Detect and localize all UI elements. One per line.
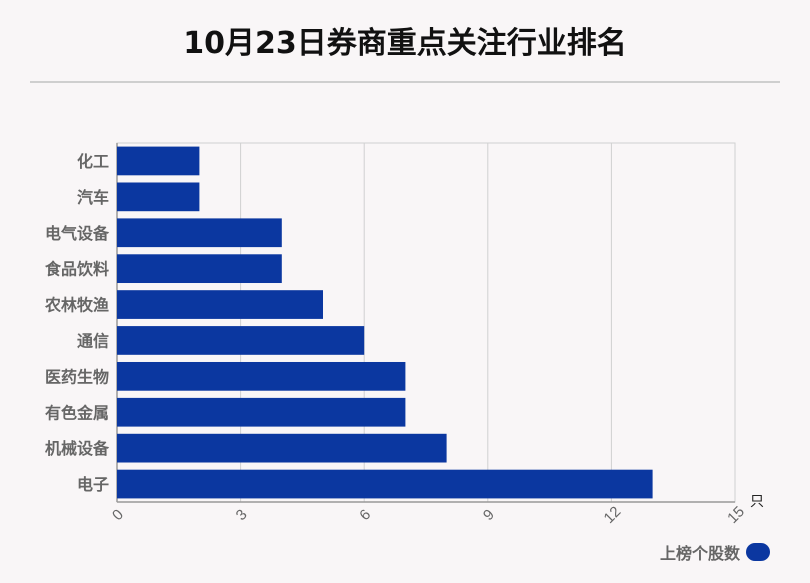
- bar: [117, 254, 282, 284]
- bar: [117, 290, 323, 319]
- y-tick-label: 电子: [77, 475, 109, 494]
- x-tick-label: 0: [109, 506, 127, 524]
- title-divider: [30, 81, 780, 83]
- bar: [117, 433, 447, 463]
- x-tick-label: 9: [480, 506, 498, 524]
- y-tick-label: 汽车: [77, 188, 109, 207]
- legend-label: 上榜个股数: [659, 544, 740, 563]
- y-tick-label: 农林牧渔: [44, 296, 109, 315]
- x-unit-label: 只: [750, 494, 764, 510]
- x-tick-label: 6: [356, 506, 374, 524]
- y-tick-label: 食品饮料: [44, 260, 109, 279]
- bar: [117, 146, 200, 176]
- bar: [117, 326, 365, 355]
- bar: [117, 182, 200, 212]
- y-tick-label: 有色金属: [45, 403, 109, 422]
- y-tick-label: 医药生物: [45, 367, 109, 386]
- legend-swatch: [746, 543, 770, 561]
- legend[interactable]: 上榜个股数: [660, 540, 770, 564]
- x-tick-label: 15: [724, 503, 748, 527]
- x-tick-label: 12: [601, 503, 625, 527]
- x-tick-label: 3: [233, 506, 251, 524]
- bar: [117, 397, 406, 427]
- chart-title: 10月23日券商重点关注行业排名: [183, 26, 627, 61]
- bar: [117, 469, 653, 499]
- y-tick-label: 机械设备: [45, 439, 110, 458]
- bar: [117, 218, 282, 248]
- bar: [117, 361, 406, 391]
- y-tick-label: 电气设备: [45, 224, 110, 243]
- y-tick-label: 化工: [77, 152, 109, 171]
- y-tick-label: 通信: [77, 331, 109, 350]
